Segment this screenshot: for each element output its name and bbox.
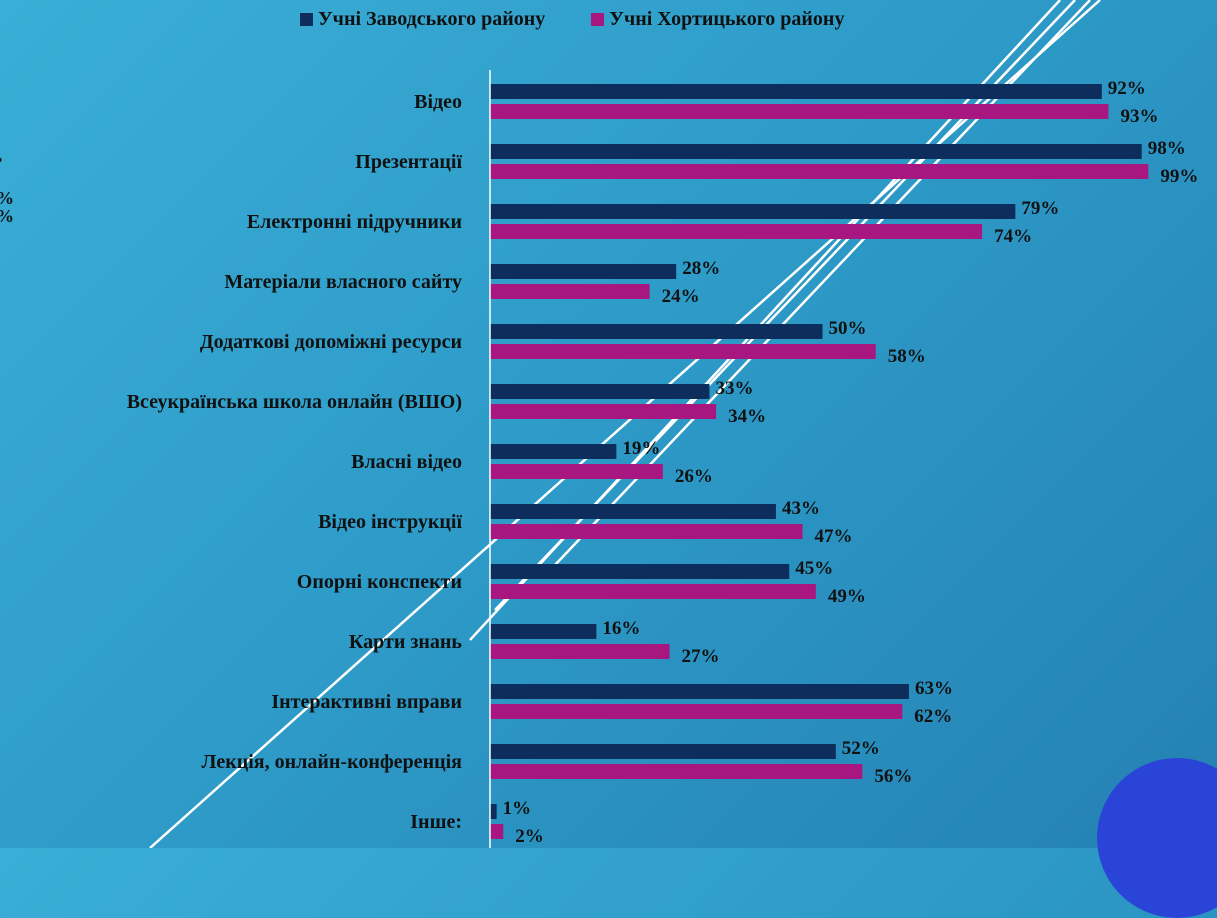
bar-khortytskyi: [490, 404, 717, 419]
category-label: Інтерактивні вправи: [271, 691, 462, 713]
bar-zavodskyi: [490, 684, 909, 699]
data-label: 2%: [515, 826, 544, 847]
edge-fragment: %: [0, 206, 14, 227]
category-label: Електронні підручники: [247, 211, 462, 233]
category-label: Матеріали власного сайту: [224, 271, 462, 293]
bar-khortytskyi: [490, 224, 983, 239]
category-label: Лекція, онлайн-конференція: [202, 751, 463, 773]
legend-swatch-zavodskyi: [300, 13, 313, 26]
data-label: 43%: [782, 498, 820, 519]
data-label: 45%: [795, 558, 833, 579]
bar-khortytskyi: [490, 584, 816, 599]
data-label: 50%: [829, 318, 867, 339]
legend-swatch-khortytskyi: [591, 13, 605, 26]
bar-zavodskyi: [490, 264, 677, 279]
data-label: 98%: [1148, 138, 1186, 159]
data-label: 92%: [1108, 78, 1146, 99]
bar-zavodskyi: [490, 564, 790, 579]
bar-khortytskyi: [490, 344, 876, 359]
decorative-lines: [149, 0, 1101, 848]
data-label: 58%: [888, 346, 926, 367]
bar-khortytskyi: [490, 104, 1109, 119]
data-label: 24%: [662, 286, 700, 307]
category-label: Опорні конспекти: [297, 571, 462, 593]
category-label: Додаткові допоміжні ресурси: [200, 331, 462, 353]
bar-zavodskyi: [490, 624, 597, 639]
bar-zavodskyi: [490, 504, 776, 519]
bar-khortytskyi: [490, 824, 504, 839]
data-label: 33%: [715, 378, 753, 399]
bar-khortytskyi: [490, 704, 903, 719]
bar-khortytskyi: [490, 284, 650, 299]
data-label: 34%: [728, 406, 766, 427]
legend-label-zavodskyi: Учні Заводського району: [318, 8, 546, 30]
bar-khortytskyi: [490, 164, 1149, 179]
data-label: 99%: [1160, 166, 1198, 187]
data-label: 93%: [1120, 106, 1158, 127]
category-label: Власні відео: [351, 451, 462, 473]
decorative-line: [149, 0, 1101, 848]
data-label: 27%: [682, 646, 720, 667]
bar-zavodskyi: [490, 144, 1142, 159]
bar-khortytskyi: [490, 524, 803, 539]
category-label: Відео: [414, 91, 462, 113]
category-label: Відео інструкції: [318, 511, 462, 533]
legend-item-zavodskyi: Учні Заводського району: [300, 8, 545, 31]
data-label: 74%: [994, 226, 1032, 247]
data-label: 56%: [874, 766, 912, 787]
data-label: 49%: [828, 586, 866, 607]
category-label: Всеукраїнська школа онлайн (ВШО): [127, 391, 462, 413]
legend-label-khortytskyi: Учні Хортицького району: [609, 8, 845, 30]
data-label: 63%: [915, 678, 953, 699]
bar-khortytskyi: [490, 764, 863, 779]
data-label: 16%: [602, 618, 640, 639]
data-label: 62%: [914, 706, 952, 727]
chart-legend: Учні Заводського району Учні Хортицького…: [300, 8, 844, 31]
bar-zavodskyi: [490, 204, 1016, 219]
data-label: 28%: [682, 258, 720, 279]
bars-group: Відео 92% 93% Презентації 98% 99% Електронні п…: [127, 78, 1199, 847]
bar-zavodskyi: [490, 744, 836, 759]
data-label: 52%: [842, 738, 880, 759]
category-label: Карти знань: [349, 631, 463, 653]
bar-zavodskyi: [490, 804, 497, 819]
data-label: 19%: [622, 438, 660, 459]
data-label: 26%: [675, 466, 713, 487]
bar-zavodskyi: [490, 444, 617, 459]
edge-fragment: •: [0, 150, 2, 171]
bar-khortytskyi: [490, 464, 663, 479]
edge-fragment: %: [0, 188, 14, 209]
category-label: Інше:: [410, 811, 462, 833]
data-label: 47%: [815, 526, 853, 547]
legend-item-khortytskyi: Учні Хортицького району: [591, 8, 844, 31]
data-label: 1%: [503, 798, 532, 819]
bar-khortytskyi: [490, 644, 670, 659]
bar-zavodskyi: [490, 84, 1102, 99]
bar-zavodskyi: [490, 384, 710, 399]
bar-zavodskyi: [490, 324, 823, 339]
bar-chart: Відео 92% 93% Презентації 98% 99% Електронні п…: [126, 0, 1199, 848]
category-label: Презентації: [355, 151, 462, 173]
data-label: 79%: [1021, 198, 1059, 219]
